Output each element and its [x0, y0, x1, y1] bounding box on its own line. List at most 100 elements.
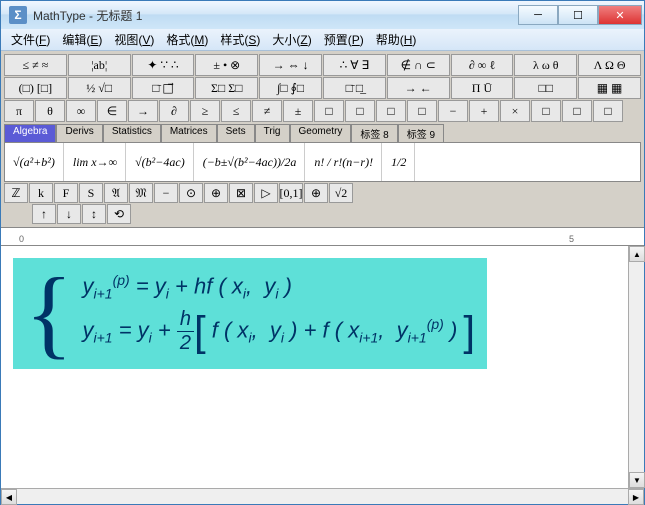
equation-editor[interactable]: { yi+1(p) = yi + hf ( xi, yi ) yi+1 = yi… [1, 246, 644, 488]
template-palette-0[interactable]: (□) [□] [4, 77, 67, 99]
symbol-palette-8[interactable]: λ ω θ [514, 54, 577, 76]
vertical-scrollbar[interactable]: ▲ ▼ [628, 246, 644, 488]
tab-标签-8[interactable]: 标签 8 [351, 124, 397, 142]
small-symbol-11[interactable]: [0,1] [279, 183, 303, 203]
menu-e[interactable]: 编辑(E) [56, 29, 108, 50]
symbol-palette-2[interactable]: ✦ ∵ ∴ [132, 54, 195, 76]
nav-row: ↑↓↕⟲ [32, 204, 641, 224]
formula-preset-2[interactable]: √(b²−4ac) [127, 143, 194, 181]
quick-symbol-13[interactable]: □ [407, 100, 437, 122]
quick-symbol-9[interactable]: ± [283, 100, 313, 122]
symbol-palette-1[interactable]: ¦ab¦ [68, 54, 131, 76]
symbol-palette-6[interactable]: ∉ ∩ ⊂ [387, 54, 450, 76]
menu-f[interactable]: 文件(F) [5, 29, 56, 50]
quick-symbol-0[interactable]: π [4, 100, 34, 122]
menu-z[interactable]: 大小(Z) [266, 29, 317, 50]
quick-symbol-16[interactable]: × [500, 100, 530, 122]
quick-symbol-1[interactable]: θ [35, 100, 65, 122]
symbol-palette-5[interactable]: ∴ ∀ ∃ [323, 54, 386, 76]
quick-symbol-14[interactable]: − [438, 100, 468, 122]
symbol-palette-9[interactable]: Λ Ω Θ [578, 54, 641, 76]
small-symbol-10[interactable]: ▷ [254, 183, 278, 203]
symbol-row-1: ≤ ≠ ≈¦ab¦✦ ∵ ∴± • ⊗→ ⇔ ↓∴ ∀ ∃∉ ∩ ⊂∂ ∞ ℓλ… [4, 54, 641, 76]
quick-symbol-12[interactable]: □ [376, 100, 406, 122]
template-palette-8[interactable]: □□ [514, 77, 577, 99]
template-palette-2[interactable]: □̄ □⃗ [132, 77, 195, 99]
template-palette-5[interactable]: □̄ □̲ [323, 77, 386, 99]
template-palette-7[interactable]: Π Ū [451, 77, 514, 99]
small-symbol-2[interactable]: F [54, 183, 78, 203]
tab-geometry[interactable]: Geometry [290, 124, 352, 142]
small-symbol-1[interactable]: k [29, 183, 53, 203]
small-symbol-8[interactable]: ⊕ [204, 183, 228, 203]
scroll-up-button[interactable]: ▲ [629, 246, 645, 262]
horizontal-scrollbar[interactable]: ◀ ▶ [1, 488, 644, 504]
quick-symbol-2[interactable]: ∞ [66, 100, 96, 122]
app-name: MathType [33, 9, 86, 23]
small-symbol-0[interactable]: ℤ [4, 183, 28, 203]
equation-block[interactable]: { yi+1(p) = yi + hf ( xi, yi ) yi+1 = yi… [13, 258, 487, 369]
scroll-right-button[interactable]: ▶ [628, 489, 644, 505]
menu-v[interactable]: 视图(V) [108, 29, 160, 50]
quick-symbol-10[interactable]: □ [314, 100, 344, 122]
formula-preset-0[interactable]: √(a²+b²) [5, 143, 64, 181]
quick-symbol-18[interactable]: □ [562, 100, 592, 122]
close-button[interactable]: ✕ [598, 5, 642, 25]
scroll-left-button[interactable]: ◀ [1, 489, 17, 505]
small-symbol-3[interactable]: S [79, 183, 103, 203]
toolbox-panel: ≤ ≠ ≈¦ab¦✦ ∵ ∴± • ⊗→ ⇔ ↓∴ ∀ ∃∉ ∩ ⊂∂ ∞ ℓλ… [1, 51, 644, 228]
tab-statistics[interactable]: Statistics [103, 124, 161, 142]
template-palette-6[interactable]: → ← [387, 77, 450, 99]
quick-symbol-6[interactable]: ≥ [190, 100, 220, 122]
small-symbol-6[interactable]: − [154, 183, 178, 203]
scroll-down-button[interactable]: ▼ [629, 472, 645, 488]
scroll-track-h[interactable] [17, 489, 628, 504]
template-palette-3[interactable]: Σ□ Σ□ [195, 77, 258, 99]
formula-preset-1[interactable]: lim x→∞ [65, 143, 126, 181]
small-symbol-4[interactable]: 𝔄 [104, 183, 128, 203]
small-symbol-13[interactable]: √2 [329, 183, 353, 203]
nav-button-0[interactable]: ↑ [32, 204, 56, 224]
quick-symbol-7[interactable]: ≤ [221, 100, 251, 122]
small-symbol-9[interactable]: ⊠ [229, 183, 253, 203]
quick-symbol-3[interactable]: ∈ [97, 100, 127, 122]
symbol-palette-4[interactable]: → ⇔ ↓ [259, 54, 322, 76]
template-palette-9[interactable]: ▦ ▦ [578, 77, 641, 99]
quick-symbol-4[interactable]: → [128, 100, 158, 122]
nav-button-1[interactable]: ↓ [57, 204, 81, 224]
menu-p[interactable]: 预置(P) [318, 29, 370, 50]
symbol-palette-0[interactable]: ≤ ≠ ≈ [4, 54, 67, 76]
symbol-palette-7[interactable]: ∂ ∞ ℓ [451, 54, 514, 76]
small-symbol-7[interactable]: ⊙ [179, 183, 203, 203]
small-symbol-5[interactable]: 𝔐 [129, 183, 153, 203]
nav-button-3[interactable]: ⟲ [107, 204, 131, 224]
quick-symbol-11[interactable]: □ [345, 100, 375, 122]
tab-derivs[interactable]: Derivs [56, 124, 102, 142]
formula-preset-4[interactable]: n! / r!(n−r)! [306, 143, 382, 181]
menu-m[interactable]: 格式(M) [160, 29, 214, 50]
quick-symbol-15[interactable]: + [469, 100, 499, 122]
nav-button-2[interactable]: ↕ [82, 204, 106, 224]
scroll-track-v[interactable] [629, 262, 644, 472]
quick-symbol-17[interactable]: □ [531, 100, 561, 122]
menu-s[interactable]: 样式(S) [214, 29, 266, 50]
formula-preset-3[interactable]: (−b±√(b²−4ac))/2a [195, 143, 306, 181]
tab-matrices[interactable]: Matrices [161, 124, 217, 142]
maximize-button[interactable]: ☐ [558, 5, 598, 25]
app-icon: Σ [9, 6, 27, 24]
formula-preset-5[interactable]: 1/2 [383, 143, 415, 181]
tab-sets[interactable]: Sets [217, 124, 255, 142]
menubar: 文件(F)编辑(E)视图(V)格式(M)样式(S)大小(Z)预置(P)帮助(H) [1, 29, 644, 51]
small-symbol-12[interactable]: ⊕ [304, 183, 328, 203]
symbol-palette-3[interactable]: ± • ⊗ [195, 54, 258, 76]
tab-algebra[interactable]: Algebra [4, 124, 56, 142]
template-palette-4[interactable]: ∫□ ∮□ [259, 77, 322, 99]
template-palette-1[interactable]: ½ √□ [68, 77, 131, 99]
quick-symbol-19[interactable]: □ [593, 100, 623, 122]
tab-trig[interactable]: Trig [255, 124, 290, 142]
tab-标签-9[interactable]: 标签 9 [398, 124, 444, 142]
menu-h[interactable]: 帮助(H) [370, 29, 423, 50]
minimize-button[interactable]: ─ [518, 5, 558, 25]
quick-symbol-5[interactable]: ∂ [159, 100, 189, 122]
quick-symbol-8[interactable]: ≠ [252, 100, 282, 122]
